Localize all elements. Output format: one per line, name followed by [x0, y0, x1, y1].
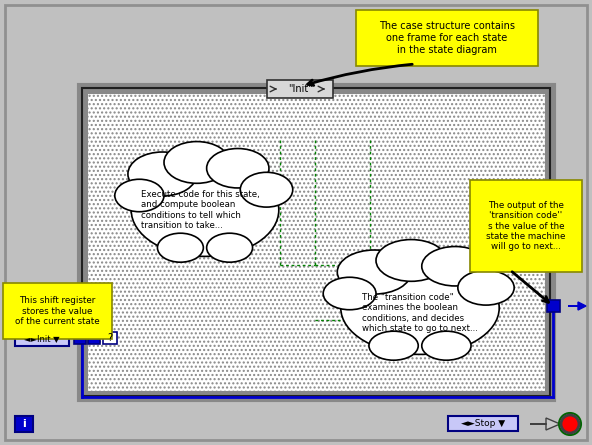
Ellipse shape: [422, 331, 471, 360]
FancyBboxPatch shape: [267, 80, 333, 98]
Ellipse shape: [458, 270, 514, 305]
FancyBboxPatch shape: [74, 332, 86, 344]
Ellipse shape: [207, 233, 253, 262]
Text: ?: ?: [107, 333, 112, 343]
Text: Execute code for this state,
and compute boolean
conditions to tell which
transi: Execute code for this state, and compute…: [141, 190, 259, 230]
FancyBboxPatch shape: [547, 300, 560, 312]
FancyArrow shape: [530, 418, 560, 430]
Text: The output of the
'transition code''
s the value of the
state the machine
will g: The output of the 'transition code'' s t…: [486, 201, 566, 251]
Text: "Init": "Init": [288, 84, 313, 94]
Text: ◄►Stop ▼: ◄►Stop ▼: [461, 419, 505, 428]
Circle shape: [561, 415, 579, 433]
Ellipse shape: [337, 250, 411, 294]
Ellipse shape: [128, 152, 197, 196]
Text: The case structure contains
one frame for each state
in the state diagram: The case structure contains one frame fo…: [379, 21, 515, 55]
Ellipse shape: [164, 142, 230, 183]
FancyBboxPatch shape: [15, 331, 69, 346]
Ellipse shape: [157, 233, 204, 262]
FancyBboxPatch shape: [3, 283, 112, 339]
Ellipse shape: [422, 247, 488, 286]
FancyBboxPatch shape: [103, 332, 117, 344]
Ellipse shape: [115, 179, 164, 212]
FancyBboxPatch shape: [15, 416, 33, 432]
FancyBboxPatch shape: [5, 5, 587, 440]
FancyBboxPatch shape: [82, 88, 550, 396]
Text: i: i: [22, 419, 26, 429]
Ellipse shape: [240, 172, 292, 207]
FancyBboxPatch shape: [88, 332, 100, 344]
Text: This shift register
stores the value
of the current state: This shift register stores the value of …: [15, 296, 100, 326]
Ellipse shape: [323, 277, 376, 310]
Ellipse shape: [341, 262, 499, 354]
Ellipse shape: [376, 239, 446, 281]
FancyArrow shape: [568, 302, 586, 310]
Ellipse shape: [207, 149, 269, 188]
Ellipse shape: [131, 164, 279, 256]
Text: ◄►Init ▼: ◄►Init ▼: [24, 334, 60, 343]
Ellipse shape: [369, 331, 418, 360]
FancyBboxPatch shape: [356, 10, 538, 66]
FancyBboxPatch shape: [448, 416, 518, 431]
FancyBboxPatch shape: [470, 180, 582, 272]
Text: The "transition code"
examines the boolean
conditions, and decides
which state t: The "transition code" examines the boole…: [362, 293, 478, 333]
